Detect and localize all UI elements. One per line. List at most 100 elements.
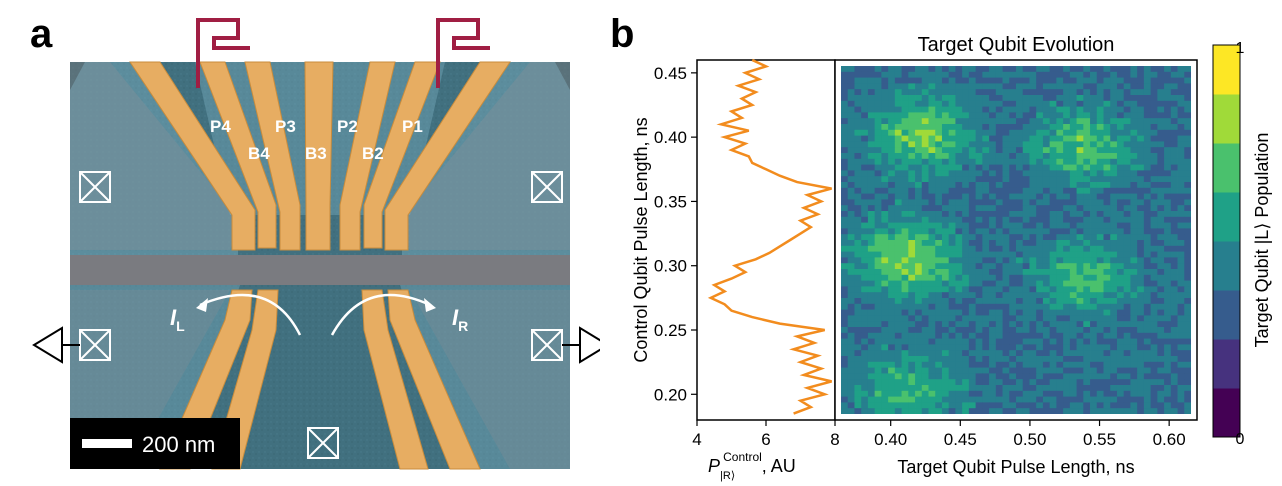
heatmap-cell bbox=[1137, 309, 1145, 316]
y-tick-label: 0.20 bbox=[654, 385, 687, 404]
heatmap-cell bbox=[1116, 147, 1125, 154]
heatmap-cell bbox=[975, 205, 983, 212]
heatmap-cell bbox=[1063, 263, 1071, 270]
heatmap-cell bbox=[1150, 95, 1158, 102]
heatmap-cell bbox=[1069, 158, 1077, 165]
heatmap-cell bbox=[921, 298, 929, 305]
heatmap-cell bbox=[1103, 367, 1111, 374]
heatmap-cell bbox=[1009, 332, 1017, 339]
heatmap-cell bbox=[1103, 344, 1111, 351]
heatmap-cell bbox=[941, 100, 950, 107]
heatmap-cell bbox=[1157, 71, 1165, 78]
heatmap-cell bbox=[975, 95, 983, 102]
heatmap-cell bbox=[1042, 187, 1051, 194]
heatmap-cell bbox=[1116, 385, 1125, 392]
heatmap-cell bbox=[915, 396, 923, 403]
heatmap-cell bbox=[1143, 286, 1152, 293]
heatmap-cell bbox=[1090, 193, 1098, 200]
heatmap-cell bbox=[841, 216, 849, 223]
heatmap-x-tick-label: 0.60 bbox=[1153, 430, 1186, 449]
heatmap-cell bbox=[874, 408, 882, 415]
heatmap-cell bbox=[1143, 205, 1152, 212]
heatmap-cell bbox=[888, 309, 896, 316]
heatmap-cell bbox=[1164, 263, 1172, 270]
heatmap-cell bbox=[955, 176, 963, 183]
heatmap-cell bbox=[1029, 170, 1037, 177]
heatmap-cell bbox=[935, 211, 943, 218]
heatmap-cell bbox=[867, 187, 876, 194]
heatmap-cell bbox=[1170, 216, 1178, 223]
heatmap-cell bbox=[1177, 332, 1185, 339]
heatmap-cell bbox=[995, 286, 1003, 293]
heatmap-cell bbox=[1009, 71, 1017, 78]
heatmap-cell bbox=[1090, 118, 1098, 125]
heatmap-cell bbox=[1103, 135, 1111, 142]
heatmap-cell bbox=[867, 141, 876, 148]
heatmap-cell bbox=[982, 390, 990, 397]
heatmap-cell bbox=[1016, 170, 1024, 177]
heatmap-cell bbox=[1009, 402, 1017, 409]
heatmap-cell bbox=[847, 147, 855, 154]
heatmap-cell bbox=[1116, 402, 1125, 409]
heatmap-cell bbox=[901, 263, 909, 270]
heatmap-cell bbox=[1069, 390, 1077, 397]
heatmap-cell bbox=[915, 112, 923, 119]
heatmap-cell bbox=[1069, 129, 1077, 136]
heatmap-cell bbox=[1076, 100, 1084, 107]
heatmap-cell bbox=[941, 263, 950, 270]
heatmap-cell bbox=[867, 367, 876, 374]
heatmap-cell bbox=[1157, 77, 1165, 84]
heatmap-cell bbox=[1016, 147, 1024, 154]
heatmap-cell bbox=[962, 234, 970, 241]
heatmap-cell bbox=[941, 385, 950, 392]
heatmap-cell bbox=[1110, 164, 1118, 171]
heatmap-cell bbox=[915, 350, 923, 357]
heatmap-cell bbox=[915, 153, 923, 160]
heatmap-cell bbox=[894, 257, 902, 264]
heatmap-cell bbox=[968, 338, 977, 345]
heatmap-cell bbox=[1049, 182, 1057, 189]
heatmap-cell bbox=[881, 211, 889, 218]
heatmap-cell bbox=[1096, 251, 1104, 258]
heatmap-cell bbox=[1063, 280, 1071, 287]
line-plot-frame bbox=[696, 59, 836, 421]
heatmap-cell bbox=[1029, 176, 1037, 183]
heatmap-cell bbox=[1164, 205, 1172, 212]
heatmap-cell bbox=[1090, 251, 1098, 258]
heatmap-cell bbox=[975, 147, 983, 154]
heatmap-cell bbox=[1116, 350, 1125, 357]
heatmap-cell bbox=[1069, 205, 1077, 212]
heatmap-cell bbox=[928, 240, 936, 247]
heatmap-cell bbox=[1009, 199, 1017, 206]
heatmap-cell bbox=[989, 176, 997, 183]
heatmap-cell bbox=[1056, 89, 1064, 96]
heatmap-cell bbox=[847, 164, 855, 171]
heatmap-cell bbox=[888, 222, 896, 229]
heatmap-cell bbox=[1130, 251, 1138, 258]
heatmap-cell bbox=[975, 106, 983, 113]
heatmap-cell bbox=[1056, 193, 1064, 200]
heatmap-cell bbox=[908, 298, 916, 305]
heatmap-cell bbox=[901, 158, 909, 165]
heatmap-cell bbox=[894, 141, 902, 148]
heatmap-cell bbox=[1002, 95, 1010, 102]
heatmap-cell bbox=[968, 390, 977, 397]
heatmap-cell bbox=[908, 332, 916, 339]
heatmap-cell bbox=[1170, 344, 1178, 351]
heatmap-cell bbox=[968, 147, 977, 154]
heatmap-cell bbox=[1157, 263, 1165, 270]
heatmap-cell bbox=[1150, 408, 1158, 415]
heatmap-cell bbox=[975, 240, 983, 247]
heatmap-cell bbox=[1090, 100, 1098, 107]
heatmap-cell bbox=[962, 193, 970, 200]
heatmap-cell bbox=[1137, 373, 1145, 380]
heatmap-cell bbox=[1009, 158, 1017, 165]
heatmap-cell bbox=[847, 211, 855, 218]
heatmap-cell bbox=[847, 71, 855, 78]
heatmap-cell bbox=[1123, 164, 1131, 171]
heatmap-cell bbox=[1042, 164, 1051, 171]
heatmap-cell bbox=[968, 106, 977, 113]
heatmap-cell bbox=[975, 124, 983, 131]
heatmap-cell bbox=[968, 187, 977, 194]
heatmap-cell bbox=[1164, 153, 1172, 160]
